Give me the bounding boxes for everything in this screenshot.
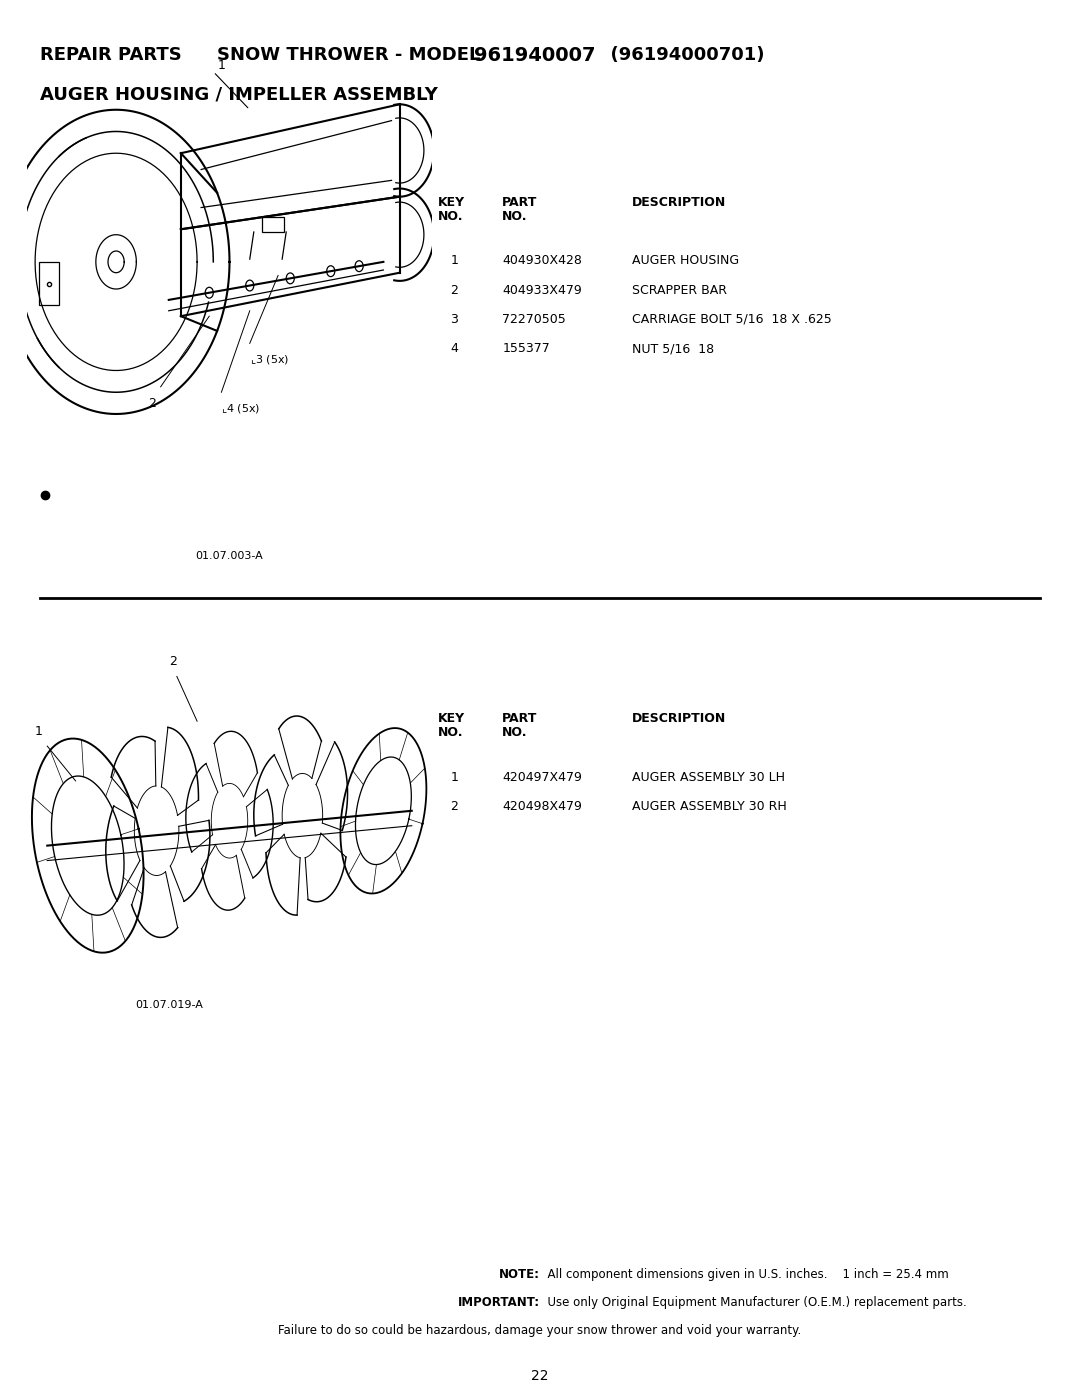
Text: $\llcorner$3 (5x): $\llcorner$3 (5x)	[249, 353, 289, 366]
Text: IMPORTANT:: IMPORTANT:	[458, 1296, 540, 1309]
Text: 22: 22	[531, 1369, 549, 1383]
Text: 2: 2	[450, 800, 458, 813]
Text: AUGER ASSEMBLY 30 LH: AUGER ASSEMBLY 30 LH	[632, 771, 785, 784]
Text: 1: 1	[35, 725, 43, 738]
Bar	[39, 261, 59, 306]
Text: SNOW THROWER - MODEL: SNOW THROWER - MODEL	[217, 46, 492, 64]
Text: 2: 2	[149, 397, 157, 409]
Text: 404930X428: 404930X428	[502, 254, 582, 267]
Text: 961940007: 961940007	[474, 46, 596, 66]
Bar	[261, 217, 284, 232]
Text: Use only Original Equipment Manufacturer (O.E.M.) replacement parts.: Use only Original Equipment Manufacturer…	[540, 1296, 967, 1309]
Text: DESCRIPTION: DESCRIPTION	[632, 712, 726, 725]
Text: 155377: 155377	[502, 342, 550, 355]
Text: (96194000701): (96194000701)	[598, 46, 765, 64]
Text: 01.07.019-A: 01.07.019-A	[135, 1000, 203, 1010]
Text: AUGER ASSEMBLY 30 RH: AUGER ASSEMBLY 30 RH	[632, 800, 786, 813]
Text: All component dimensions given in U.S. inches.    1 inch = 25.4 mm: All component dimensions given in U.S. i…	[540, 1268, 948, 1281]
Text: $\llcorner$4 (5x): $\llcorner$4 (5x)	[221, 402, 260, 415]
Text: 1: 1	[450, 254, 458, 267]
Text: Failure to do so could be hazardous, damage your snow thrower and void your warr: Failure to do so could be hazardous, dam…	[279, 1324, 801, 1337]
Text: 3: 3	[450, 313, 458, 326]
Text: CARRIAGE BOLT 5/16  18 X .625: CARRIAGE BOLT 5/16 18 X .625	[632, 313, 832, 326]
Text: 2: 2	[450, 284, 458, 296]
Text: KEY
NO.: KEY NO.	[437, 712, 464, 739]
Text: REPAIR PARTS: REPAIR PARTS	[40, 46, 181, 64]
Text: 01.07.003-A: 01.07.003-A	[195, 550, 264, 560]
Text: PART
NO.: PART NO.	[502, 712, 538, 739]
Text: 2: 2	[168, 655, 177, 668]
Text: NOTE:: NOTE:	[499, 1268, 540, 1281]
Text: AUGER HOUSING / IMPELLER ASSEMBLY: AUGER HOUSING / IMPELLER ASSEMBLY	[40, 85, 437, 103]
Text: 1: 1	[450, 771, 458, 784]
Text: KEY
NO.: KEY NO.	[437, 196, 464, 222]
Text: 4: 4	[450, 342, 458, 355]
Text: 420498X479: 420498X479	[502, 800, 582, 813]
Text: AUGER HOUSING: AUGER HOUSING	[632, 254, 739, 267]
Text: 404933X479: 404933X479	[502, 284, 582, 296]
Text: 1: 1	[217, 59, 226, 71]
Text: DESCRIPTION: DESCRIPTION	[632, 196, 726, 208]
Text: 420497X479: 420497X479	[502, 771, 582, 784]
Text: PART
NO.: PART NO.	[502, 196, 538, 222]
Text: SCRAPPER BAR: SCRAPPER BAR	[632, 284, 727, 296]
Text: 72270505: 72270505	[502, 313, 566, 326]
Text: NUT 5/16  18: NUT 5/16 18	[632, 342, 714, 355]
